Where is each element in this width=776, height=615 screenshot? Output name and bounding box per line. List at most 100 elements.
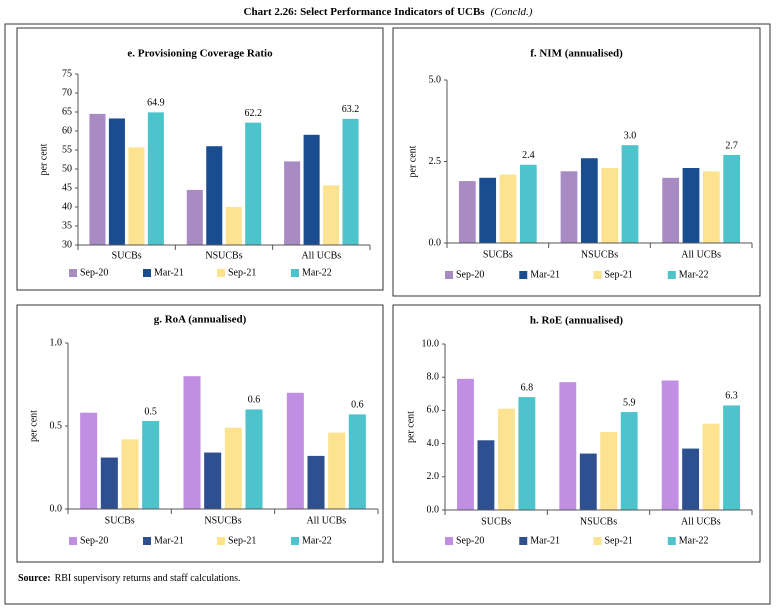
data-label: 0.6 xyxy=(351,400,364,411)
legend-label: Sep-20 xyxy=(456,535,484,546)
chart-title: f. NIM (annualised) xyxy=(530,48,623,60)
x-tick-label: All UCBs xyxy=(681,516,721,527)
legend-swatch xyxy=(291,537,299,545)
bar xyxy=(682,448,700,510)
bar xyxy=(559,382,577,510)
bar xyxy=(560,171,578,243)
data-label: 0.5 xyxy=(144,406,157,417)
bar xyxy=(80,412,98,509)
legend-swatch xyxy=(445,537,453,545)
bar xyxy=(224,427,242,509)
bar xyxy=(245,122,262,245)
legend-label: Sep-21 xyxy=(605,269,633,280)
y-tick-label: 55 xyxy=(62,144,72,155)
bar xyxy=(225,207,242,245)
bar xyxy=(100,457,118,509)
source-text: RBI supervisory returns and staff calcul… xyxy=(55,573,241,584)
bar xyxy=(499,174,517,243)
legend-label: Mar-22 xyxy=(679,535,709,546)
bar xyxy=(108,118,125,245)
panel-border xyxy=(16,304,384,563)
data-label: 0.6 xyxy=(248,395,261,406)
y-tick-label: 6.0 xyxy=(427,405,440,416)
source-label: Source: xyxy=(18,573,51,584)
bar xyxy=(328,432,346,509)
y-axis-label: per cent xyxy=(407,145,418,177)
data-label: 3.0 xyxy=(624,130,637,141)
legend-label: Mar-21 xyxy=(154,535,184,546)
bar xyxy=(579,453,597,510)
y-tick-label: 70 xyxy=(62,87,72,98)
x-tick-label: All UCBs xyxy=(306,515,346,526)
data-label: 64.9 xyxy=(147,98,165,109)
x-tick-label: SUCBs xyxy=(483,249,513,260)
panel-border xyxy=(16,27,384,291)
bar xyxy=(600,431,618,510)
legend-swatch xyxy=(667,537,676,545)
bar xyxy=(457,378,474,510)
y-tick-label: 0.0 xyxy=(50,503,63,514)
legend-label: Sep-21 xyxy=(605,535,633,546)
legend-swatch xyxy=(291,269,299,277)
panel-border xyxy=(392,27,761,297)
y-tick-label: 0.0 xyxy=(429,237,442,248)
data-label: 5.9 xyxy=(623,397,636,408)
bar xyxy=(723,154,741,243)
bar xyxy=(147,112,164,245)
title-main: Chart 2.26: Select Performance Indicator… xyxy=(244,6,486,18)
y-tick-label: 35 xyxy=(62,220,72,231)
y-tick-label: 75 xyxy=(62,68,72,79)
source-note: Source: RBI supervisory returns and staff… xyxy=(18,573,240,584)
y-tick-label: 2.0 xyxy=(427,471,440,482)
bar xyxy=(89,113,106,246)
data-label: 2.4 xyxy=(522,150,535,161)
y-tick-label: 0.5 xyxy=(50,420,63,431)
bar xyxy=(206,146,223,245)
legend-label: Sep-21 xyxy=(228,535,256,546)
legend-swatch xyxy=(445,271,453,279)
legend-swatch xyxy=(217,537,225,545)
legend-label: Sep-20 xyxy=(80,535,108,546)
data-label: 6.3 xyxy=(725,391,738,402)
legend-label: Mar-21 xyxy=(530,535,560,546)
bar xyxy=(620,412,638,510)
data-label: 2.7 xyxy=(725,140,738,151)
bar xyxy=(519,164,537,243)
legend-label: Mar-22 xyxy=(302,535,332,546)
legend-swatch xyxy=(69,269,77,277)
legend-label: Sep-21 xyxy=(228,267,256,278)
legend-label: Mar-22 xyxy=(679,269,709,280)
x-tick-label: NSUCBs xyxy=(205,250,242,261)
legend-label: Sep-20 xyxy=(80,267,108,278)
bar xyxy=(348,414,366,509)
bar xyxy=(479,177,497,243)
bar xyxy=(204,452,222,509)
bar xyxy=(245,409,263,509)
legend-label: Sep-20 xyxy=(456,269,484,280)
y-tick-label: 60 xyxy=(62,125,72,136)
bar xyxy=(621,145,639,243)
bar xyxy=(477,440,495,510)
y-tick-label: 50 xyxy=(62,163,72,174)
y-axis-label: per cent xyxy=(38,143,49,175)
y-tick-label: 1.0 xyxy=(50,337,63,348)
bar xyxy=(142,421,160,509)
bar xyxy=(303,134,320,245)
bar xyxy=(518,397,536,510)
bar xyxy=(323,185,340,245)
bar xyxy=(661,380,679,510)
y-tick-label: 2.5 xyxy=(429,156,442,167)
y-tick-label: 30 xyxy=(62,239,72,250)
legend-label: Mar-22 xyxy=(302,267,332,278)
x-tick-label: SUCBs xyxy=(481,516,511,527)
y-tick-label: 8.0 xyxy=(427,371,440,382)
legend-label: Mar-21 xyxy=(154,267,184,278)
bar xyxy=(307,455,325,509)
legend-swatch xyxy=(217,269,225,277)
y-tick-label: 40 xyxy=(62,201,72,212)
title-note: (Concld.) xyxy=(491,6,533,18)
legend-label: Mar-21 xyxy=(530,269,560,280)
bar xyxy=(497,408,515,510)
